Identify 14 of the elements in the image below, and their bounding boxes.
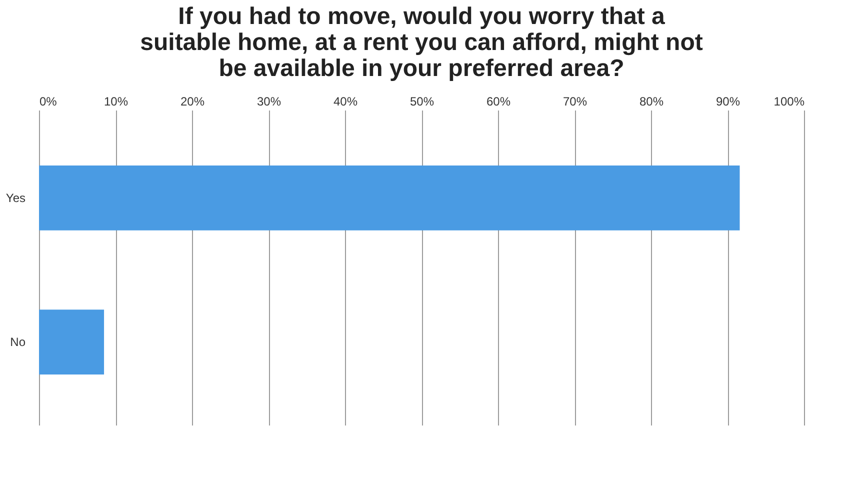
x-tick-label: 40% (333, 94, 358, 108)
y-tick-label: Yes (6, 190, 26, 205)
x-tick-label: 30% (256, 94, 282, 108)
x-tick-label: 10% (104, 94, 128, 108)
x-tick-label: 50% (410, 94, 434, 108)
x-tick-label: 70% (562, 94, 588, 108)
x-tick-label: 60% (486, 94, 511, 108)
x-tick-label: 100% (774, 94, 805, 108)
y-tick-label: No (10, 335, 26, 350)
x-tick-label: 20% (180, 94, 205, 108)
x-tick-label: 80% (639, 94, 664, 108)
x-tick-label: 90% (716, 94, 740, 108)
x-tick-label: 0% (40, 94, 58, 108)
chart-title: If you had to move, would you worry that a suitable home, at a rent you can afford, might not be available in your preferred area? (140, 3, 703, 82)
